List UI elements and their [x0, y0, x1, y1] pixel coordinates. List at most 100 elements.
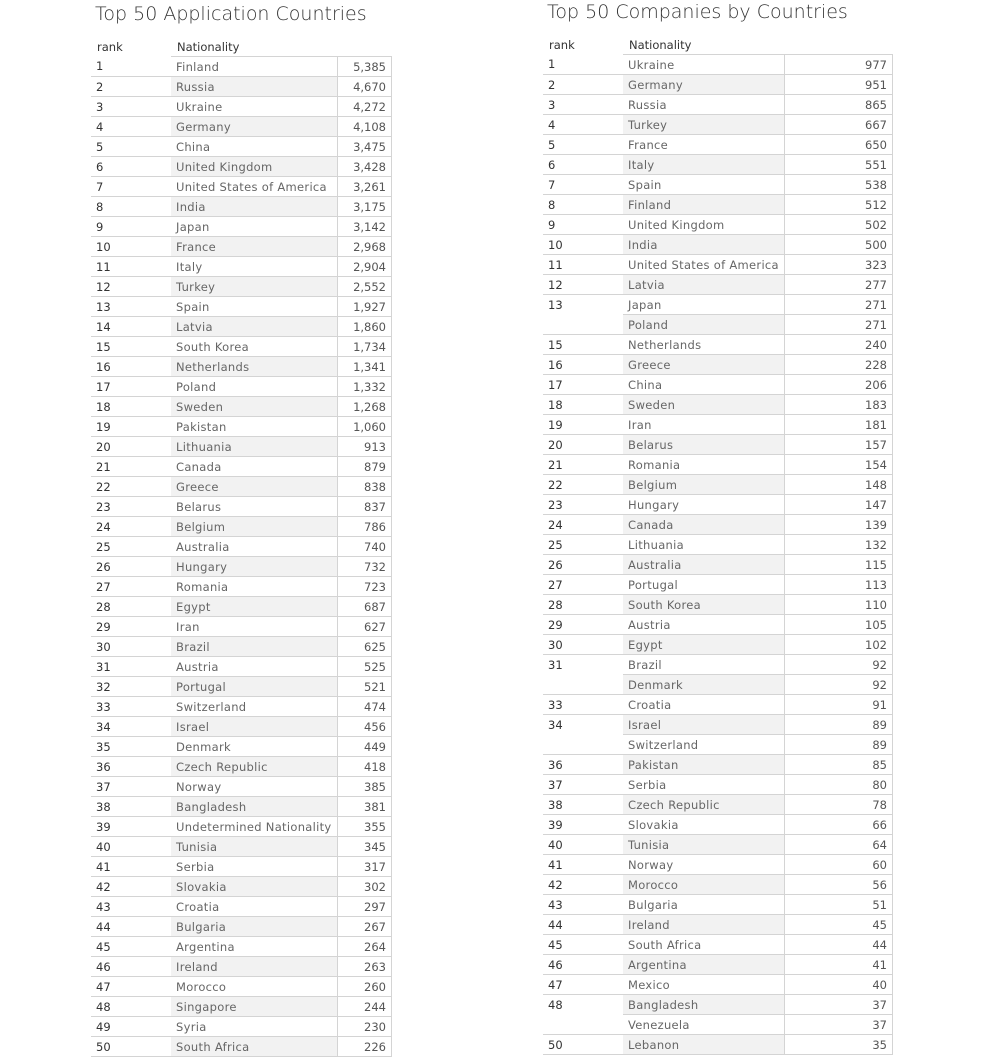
table-row: 9 United Kingdom 502: [543, 214, 894, 235]
table-row: 49 Syria 230: [91, 1016, 393, 1037]
value-cell: 502: [783, 214, 894, 235]
value-cell: 105: [783, 614, 894, 635]
value-cell: 92: [783, 674, 894, 695]
rank-cell: 34: [548, 717, 563, 732]
nationality-cell: Finland: [171, 56, 338, 77]
table-row: 21 Romania 154: [543, 454, 894, 475]
value-cell: 228: [783, 354, 894, 375]
value-cell: 951: [783, 74, 894, 95]
rank-cell: 20: [543, 434, 623, 455]
value-cell: 64: [783, 834, 894, 855]
rank-cell: 33: [91, 696, 171, 717]
rank-cell: 43: [543, 894, 623, 915]
rank-cell: 26: [91, 556, 171, 577]
nationality-cell: Iran: [623, 414, 785, 435]
rank-cell: 6: [543, 154, 623, 175]
value-cell: 381: [336, 796, 393, 817]
value-cell: 1,332: [336, 376, 393, 397]
rank-cell: 17: [91, 376, 171, 397]
rank-cell: 50: [543, 1034, 623, 1055]
table-row: 12 Latvia 277: [543, 274, 894, 295]
table-row: 25 Lithuania 132: [543, 534, 894, 555]
table-row: 11 Italy 2,904: [91, 256, 393, 277]
rank-cell: 38: [91, 796, 171, 817]
nationality-cell: Italy: [171, 256, 338, 277]
rank-cell: 47: [543, 974, 623, 995]
value-cell: 913: [336, 436, 393, 457]
nationality-cell: Egypt: [171, 596, 338, 617]
rank-cell: 20: [91, 436, 171, 457]
table-row: 3 Ukraine 4,272: [91, 96, 393, 117]
nationality-cell: Germany: [623, 74, 785, 95]
nationality-cell: Spain: [623, 174, 785, 195]
value-cell: 385: [336, 776, 393, 797]
rank-cell: 44: [543, 914, 623, 935]
value-cell: 183: [783, 394, 894, 415]
table-row: 16 Netherlands 1,341: [91, 356, 393, 377]
table-row: 34 Israel 456: [91, 716, 393, 737]
table-row: 4 Turkey 667: [543, 114, 894, 135]
value-cell: 977: [783, 54, 894, 75]
table-row: 26 Hungary 732: [91, 556, 393, 577]
rank-cell: 33: [543, 694, 623, 715]
table-row: 16 Greece 228: [543, 354, 894, 375]
value-cell: 89: [783, 734, 894, 755]
nationality-cell: United Kingdom: [171, 156, 338, 177]
nationality-cell: Denmark: [171, 736, 338, 757]
nationality-cell: Bangladesh: [171, 796, 338, 817]
nationality-cell: Netherlands: [171, 356, 338, 377]
rank-cell: 4: [543, 114, 623, 135]
nationality-cell: Egypt: [623, 634, 785, 655]
value-cell: 1,860: [336, 316, 393, 337]
nationality-cell: Russia: [171, 76, 338, 97]
table-row: 45 South Africa 44: [543, 934, 894, 955]
table-row: 6 United Kingdom 3,428: [91, 156, 393, 177]
rank-cell: 8: [91, 196, 171, 217]
table-row: 7 United States of America 3,261: [91, 176, 393, 197]
nationality-cell: Denmark: [623, 674, 785, 695]
rank-cell: 30: [91, 636, 171, 657]
value-cell: 206: [783, 374, 894, 395]
table-row: 1 Ukraine 977: [543, 54, 894, 75]
table-row: Venezuela 37: [543, 1014, 894, 1035]
table-row: 6 Italy 551: [543, 154, 894, 175]
nationality-cell: France: [171, 236, 338, 257]
rank-cell: 10: [543, 234, 623, 255]
table-row: 29 Iran 627: [91, 616, 393, 637]
rank-cell: 32: [91, 676, 171, 697]
value-cell: 244: [336, 996, 393, 1017]
value-cell: 1,060: [336, 416, 393, 437]
value-cell: 41: [783, 954, 894, 975]
table-row: 44 Ireland 45: [543, 914, 894, 935]
table-row: 21 Canada 879: [91, 456, 393, 477]
nationality-cell: Norway: [171, 776, 338, 797]
value-cell: 102: [783, 634, 894, 655]
panel-title: Top 50 Application Countries: [95, 3, 367, 25]
value-cell: 3,142: [336, 216, 393, 237]
rank-cell: 29: [543, 614, 623, 635]
value-cell: 267: [336, 916, 393, 937]
nationality-cell: Switzerland: [623, 734, 785, 755]
rank-cell: 2: [543, 74, 623, 95]
rank-cell: 46: [543, 954, 623, 975]
table-row: 30 Brazil 625: [91, 636, 393, 657]
nationality-cell: India: [623, 234, 785, 255]
nationality-cell: Brazil: [623, 654, 785, 675]
nationality-cell: Sweden: [171, 396, 338, 417]
value-cell: 37: [783, 994, 894, 1015]
nationality-cell: South Africa: [623, 934, 785, 955]
table-row: 43 Bulgaria 51: [543, 894, 894, 915]
table-row: 24 Belgium 786: [91, 516, 393, 537]
nationality-cell: Iran: [171, 616, 338, 637]
rank-cell: 26: [543, 554, 623, 575]
table-row: 48 Bangladesh 37: [543, 994, 894, 1015]
nationality-cell: Sweden: [623, 394, 785, 415]
table-row: 34 Israel 89: [543, 714, 894, 735]
nationality-cell: Bulgaria: [171, 916, 338, 937]
table-row: 7 Spain 538: [543, 174, 894, 195]
rank-cell: 21: [543, 454, 623, 475]
rank-cell: 16: [91, 356, 171, 377]
value-cell: 879: [336, 456, 393, 477]
table-row: 13 Japan 271: [543, 294, 894, 315]
value-cell: 157: [783, 434, 894, 455]
